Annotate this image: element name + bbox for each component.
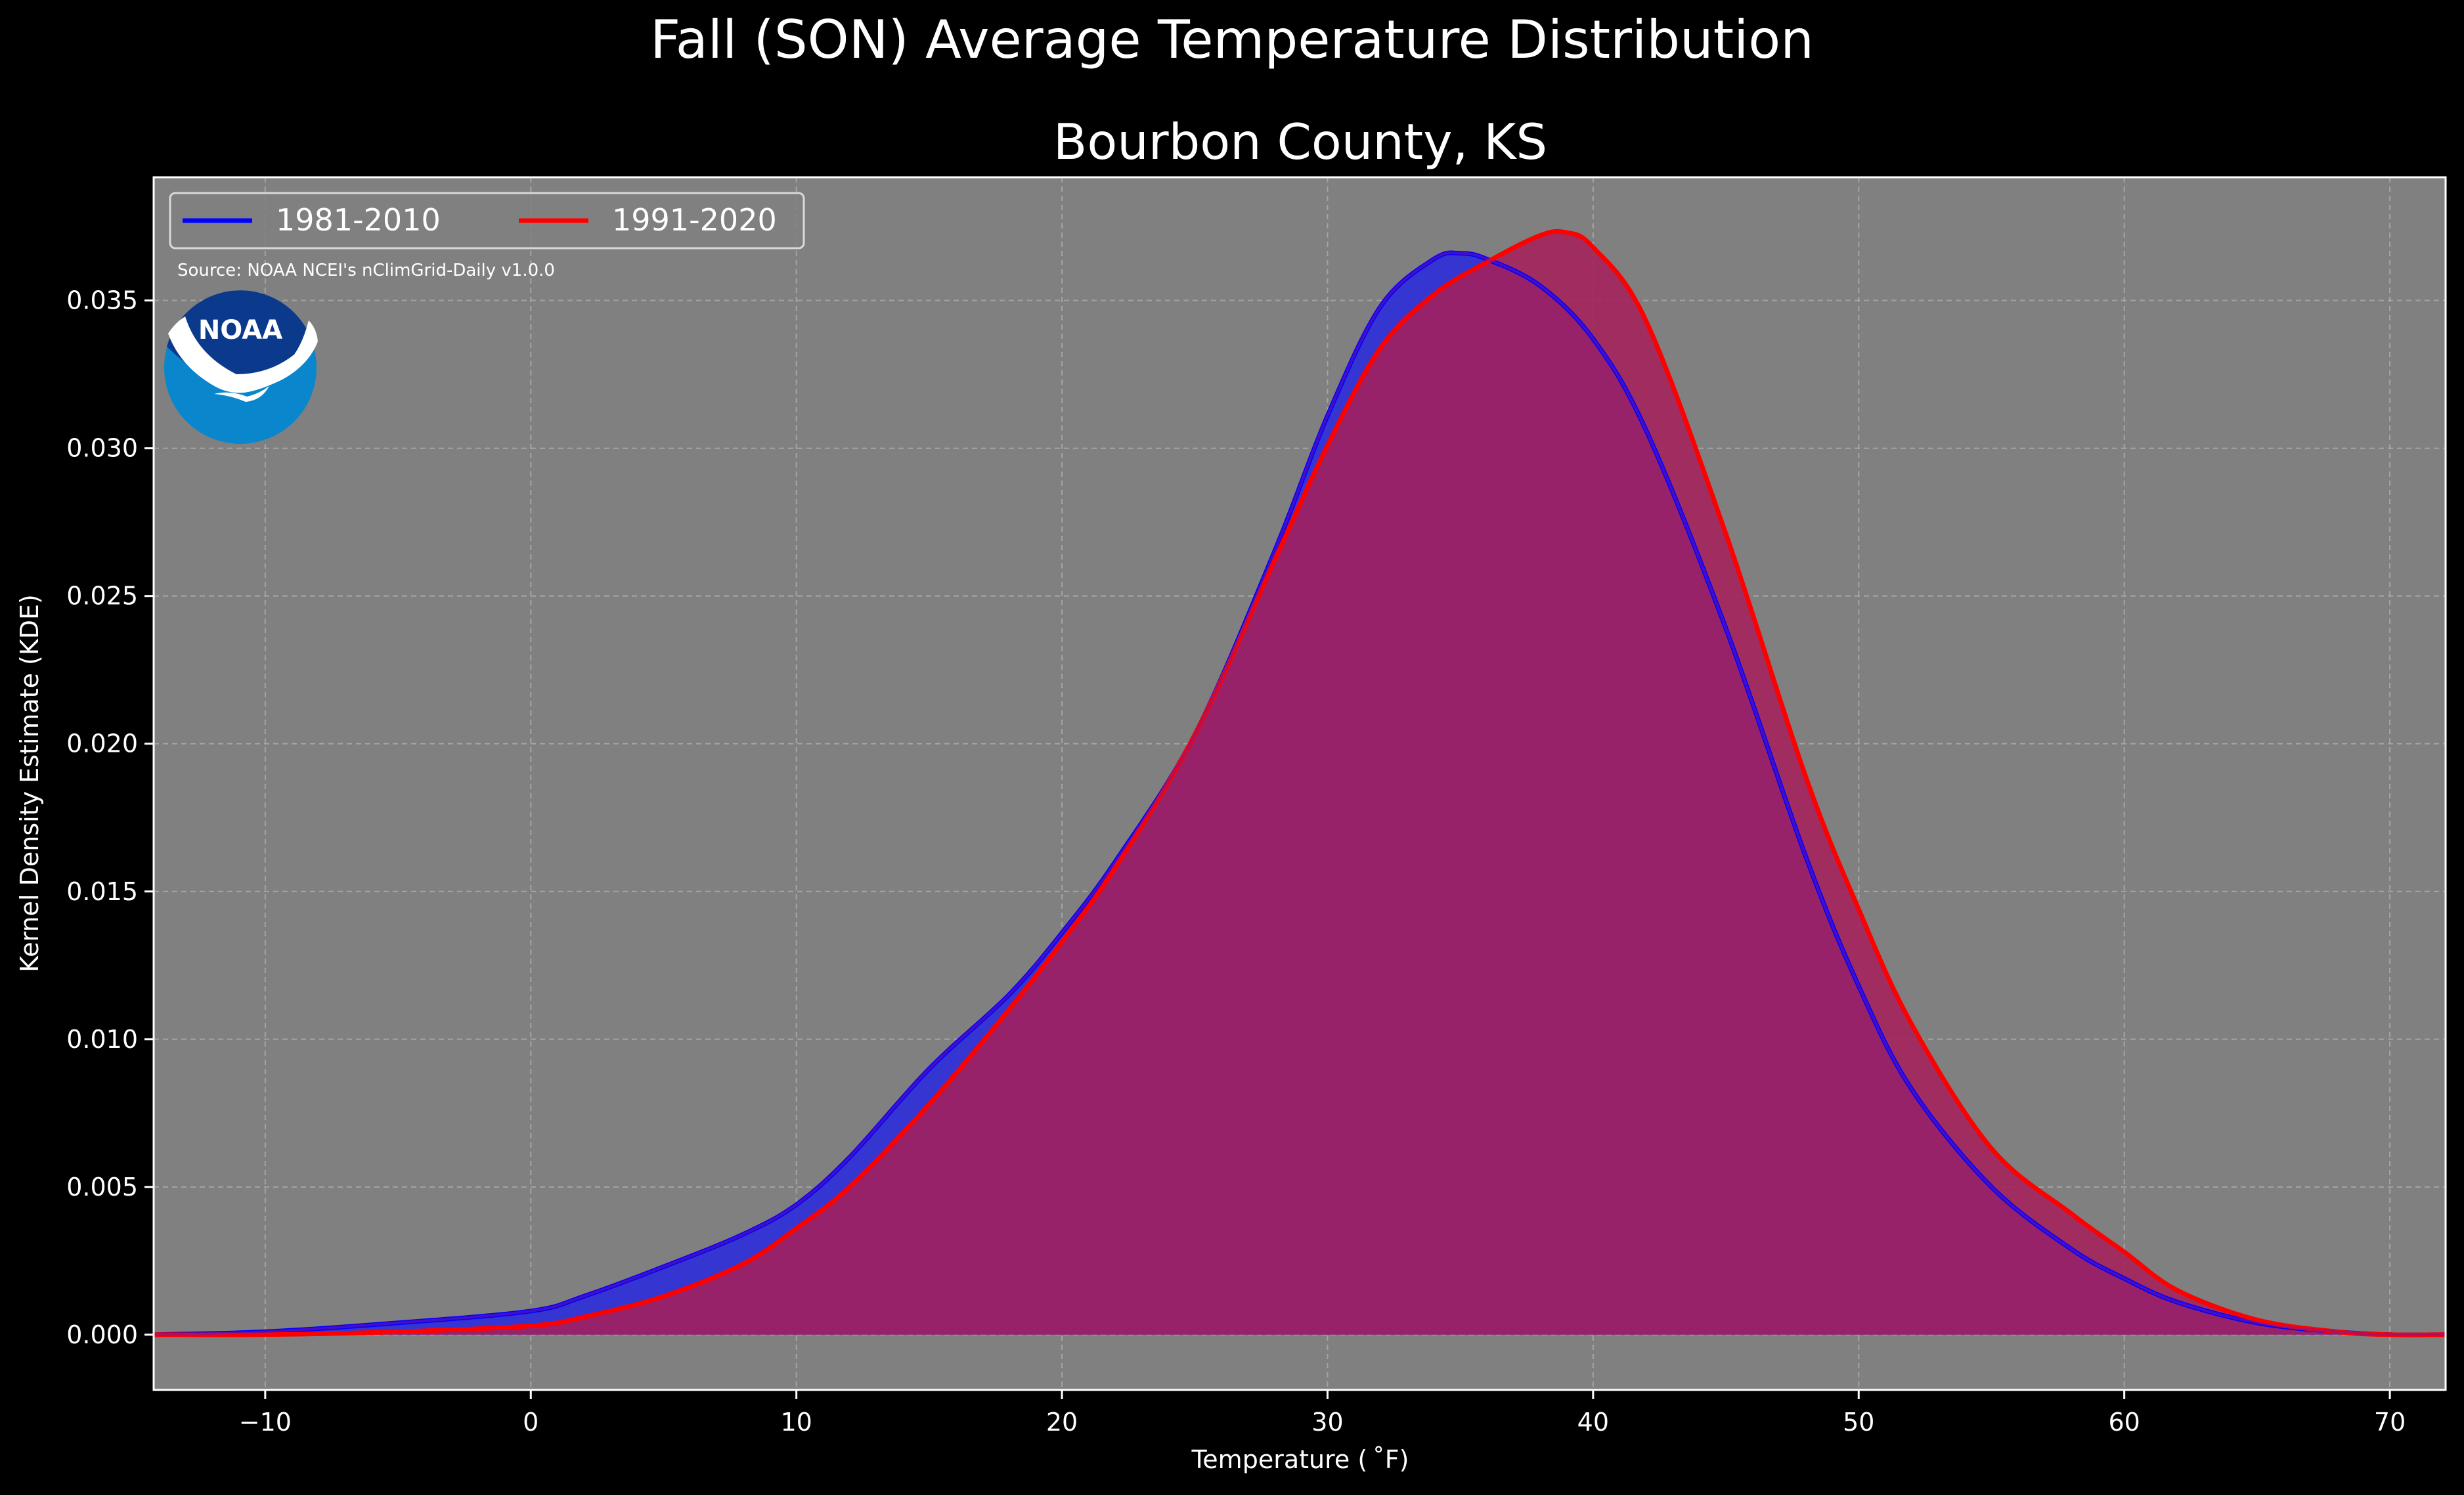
x-tick-label: 60 bbox=[2108, 1408, 2140, 1437]
x-axis-ticks: −10 0 10 20 30 40 50 60 70 bbox=[239, 1390, 2406, 1437]
overlap-edge bbox=[153, 251, 2446, 1337]
y-tick-label: 0.035 bbox=[66, 286, 138, 315]
plot-frame bbox=[152, 176, 2447, 1391]
x-tick-label: 50 bbox=[1843, 1408, 1874, 1437]
source-note: Source: NOAA NCEI's nClimGrid-Daily v1.0… bbox=[177, 261, 555, 280]
legend-label-1981-2010: 1981-2010 bbox=[276, 202, 441, 238]
legend: 1981-2010 1991-2020 bbox=[169, 192, 805, 249]
y-tick-label: 0.005 bbox=[66, 1173, 138, 1202]
y-tick-label: 0.010 bbox=[66, 1025, 138, 1054]
x-tick-label: −10 bbox=[239, 1408, 292, 1437]
x-tick-label: 30 bbox=[1311, 1408, 1343, 1437]
grid bbox=[154, 177, 2446, 1390]
x-tick-label: 20 bbox=[1046, 1408, 1078, 1437]
series-areas bbox=[154, 231, 2446, 1335]
x-tick-label: 70 bbox=[2374, 1408, 2406, 1437]
noaa-logo-text: NOAA bbox=[198, 315, 282, 345]
y-tick-label: 0.000 bbox=[66, 1320, 138, 1349]
y-tick-label: 0.015 bbox=[66, 877, 138, 906]
y-axis-ticks: 0.000 0.005 0.010 0.015 0.020 0.025 0.030 0.035 bbox=[66, 286, 154, 1349]
x-tick-label: 0 bbox=[523, 1408, 539, 1437]
line-1991-2020 bbox=[153, 228, 2446, 1337]
y-tick-label: 0.030 bbox=[66, 434, 138, 463]
x-tick-label: 10 bbox=[780, 1408, 812, 1437]
legend-label-1991-2020: 1991-2020 bbox=[612, 202, 777, 238]
series-lines bbox=[153, 228, 2446, 1337]
chart-suptitle: Fall (SON) Average Temperature Distribut… bbox=[650, 9, 1814, 70]
x-axis-label: Temperature ( ˚F) bbox=[1191, 1445, 1409, 1474]
area-1991-2020 bbox=[154, 231, 2446, 1335]
x-tick-label: 40 bbox=[1577, 1408, 1609, 1437]
noaa-logo: NOAA bbox=[164, 290, 318, 444]
y-tick-label: 0.020 bbox=[66, 729, 138, 758]
y-tick-label: 0.025 bbox=[66, 582, 138, 611]
y-axis-label: Kernel Density Estimate (KDE) bbox=[15, 594, 44, 972]
chart-title: Bourbon County, KS bbox=[1053, 113, 1547, 171]
legend-box bbox=[169, 192, 805, 249]
